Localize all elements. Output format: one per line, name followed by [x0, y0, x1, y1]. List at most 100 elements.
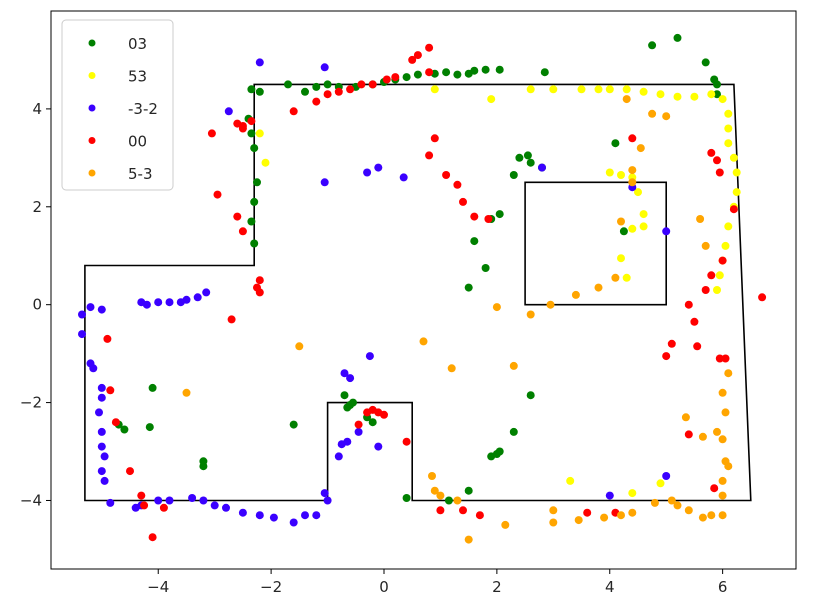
point: [334, 87, 343, 96]
legend-marker: [88, 169, 96, 177]
point: [549, 85, 558, 94]
point: [269, 513, 278, 522]
point: [289, 518, 298, 527]
point: [413, 51, 422, 60]
point: [137, 491, 146, 500]
point: [605, 491, 614, 500]
point: [701, 286, 710, 294]
point: [684, 430, 693, 439]
point: [250, 144, 259, 153]
point: [509, 171, 518, 179]
point: [312, 511, 321, 520]
point: [673, 501, 682, 510]
point: [724, 369, 733, 378]
point: [566, 476, 575, 485]
point: [312, 82, 321, 91]
legend-marker: [88, 72, 96, 79]
point: [402, 437, 411, 446]
point: [425, 43, 434, 52]
point: [600, 513, 609, 522]
point: [583, 508, 592, 517]
point: [199, 496, 208, 505]
point: [713, 80, 721, 89]
series-1: [255, 85, 741, 498]
point: [365, 352, 374, 361]
point: [605, 168, 614, 177]
point: [707, 148, 716, 157]
point: [368, 80, 377, 89]
point: [718, 476, 727, 485]
point: [202, 288, 211, 297]
point: [255, 58, 264, 67]
point: [207, 129, 216, 138]
point: [145, 423, 154, 432]
point: [255, 129, 264, 138]
point: [391, 73, 400, 82]
point: [247, 129, 256, 138]
point: [97, 467, 106, 476]
point: [732, 188, 741, 197]
legend-label: 5-3: [128, 165, 153, 183]
point: [97, 393, 106, 402]
legend: 03 53 -3-2 00 5-3: [61, 19, 174, 191]
point: [673, 92, 682, 101]
legend-label: 03: [128, 35, 147, 53]
point: [724, 222, 733, 231]
point: [238, 227, 247, 236]
point: [261, 158, 270, 167]
point: [715, 354, 724, 363]
point: [408, 55, 417, 64]
point: [430, 85, 439, 94]
point: [662, 112, 671, 121]
point: [253, 283, 261, 292]
legend-box: [61, 19, 174, 191]
point: [430, 134, 439, 143]
point: [436, 491, 445, 500]
point: [428, 472, 436, 480]
point: [224, 107, 233, 116]
point: [724, 139, 733, 148]
point: [501, 520, 510, 529]
point: [636, 144, 645, 153]
point: [334, 452, 343, 461]
point: [320, 178, 329, 187]
point: [442, 68, 451, 77]
point: [594, 283, 603, 292]
point: [515, 153, 524, 162]
point: [453, 496, 462, 505]
point: [374, 163, 383, 172]
point: [701, 58, 710, 67]
point: [718, 388, 727, 397]
point: [713, 286, 721, 294]
point: [399, 173, 408, 182]
point: [628, 508, 637, 517]
point: [540, 68, 549, 77]
point: [233, 212, 242, 221]
point: [453, 70, 462, 79]
data-points: [78, 33, 767, 544]
point: [656, 479, 665, 488]
point: [238, 508, 247, 517]
point: [346, 85, 355, 94]
series-3: [103, 43, 767, 542]
point: [470, 66, 479, 75]
point: [343, 437, 352, 446]
point: [444, 496, 453, 505]
x-tick-label: −4: [147, 578, 169, 596]
point: [698, 513, 707, 522]
point: [349, 398, 357, 407]
point: [301, 87, 309, 96]
x-tick-label: 6: [718, 578, 728, 596]
point: [323, 496, 332, 505]
point: [724, 109, 733, 118]
point: [681, 413, 690, 422]
point: [346, 374, 355, 383]
point: [210, 501, 219, 510]
point: [312, 97, 321, 106]
point: [227, 315, 236, 324]
point: [639, 222, 648, 231]
point: [628, 224, 637, 233]
point: [662, 227, 671, 236]
point: [253, 178, 261, 187]
y-tick-label: 0: [32, 296, 42, 314]
